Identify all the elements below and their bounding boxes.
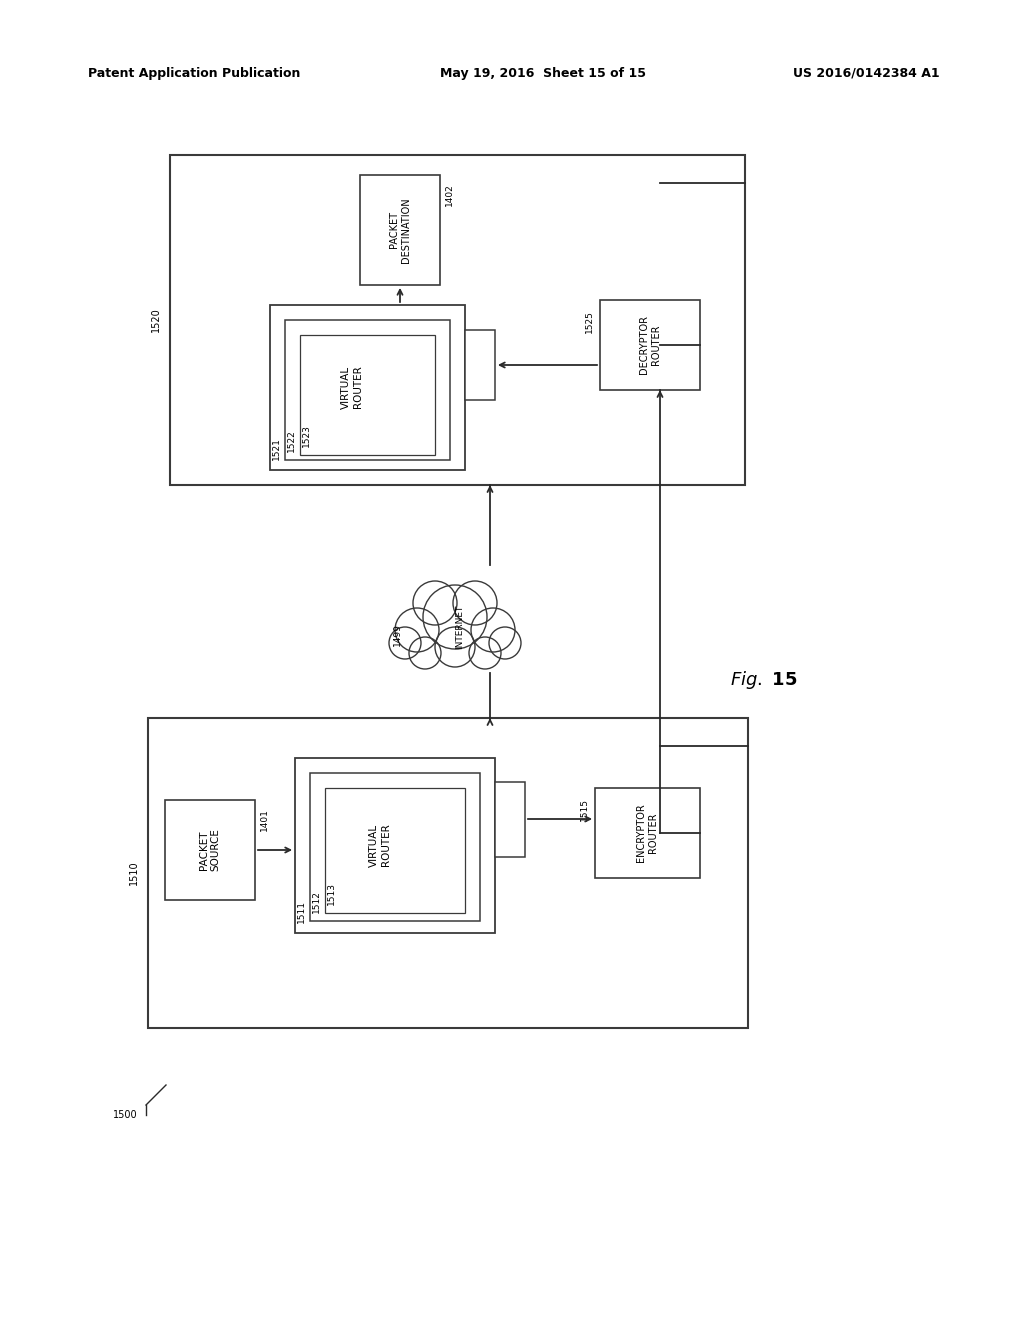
Circle shape <box>471 609 515 652</box>
Circle shape <box>469 638 501 669</box>
Text: 1515: 1515 <box>580 799 589 821</box>
Bar <box>465 330 495 400</box>
Circle shape <box>389 627 421 659</box>
Bar <box>600 300 700 389</box>
Text: $\it{Fig.}$ $\bf{15}$: $\it{Fig.}$ $\bf{15}$ <box>730 669 798 690</box>
Bar <box>270 305 465 470</box>
Circle shape <box>435 627 475 667</box>
Text: 1500: 1500 <box>113 1110 137 1119</box>
Text: 1401: 1401 <box>260 808 269 830</box>
Bar <box>285 319 450 459</box>
Text: May 19, 2016  Sheet 15 of 15: May 19, 2016 Sheet 15 of 15 <box>440 66 646 79</box>
Circle shape <box>453 581 497 624</box>
Text: VIRTUAL
ROUTER: VIRTUAL ROUTER <box>341 366 362 409</box>
Bar <box>165 800 255 900</box>
Text: 1402: 1402 <box>445 183 454 206</box>
Text: Patent Application Publication: Patent Application Publication <box>88 66 300 79</box>
Text: DECRYPTOR
ROUTER: DECRYPTOR ROUTER <box>639 315 660 375</box>
Text: US 2016/0142384 A1: US 2016/0142384 A1 <box>794 66 940 79</box>
Circle shape <box>489 627 521 659</box>
Text: PACKET
SOURCE: PACKET SOURCE <box>200 829 221 871</box>
Text: 1510: 1510 <box>129 861 139 886</box>
Text: 1512: 1512 <box>312 890 321 913</box>
Text: 1522: 1522 <box>287 429 296 451</box>
Text: 1520: 1520 <box>151 308 161 333</box>
Text: 1525: 1525 <box>585 310 594 333</box>
Text: PACKET
DESTINATION: PACKET DESTINATION <box>389 197 411 263</box>
Text: 1523: 1523 <box>302 424 311 447</box>
Bar <box>300 335 435 455</box>
Text: 1499: 1499 <box>393 623 402 647</box>
Bar <box>595 788 700 878</box>
Text: 1513: 1513 <box>327 882 336 906</box>
Text: INTERNET: INTERNET <box>456 605 465 649</box>
Bar <box>295 758 495 933</box>
Text: 1511: 1511 <box>297 900 306 923</box>
Circle shape <box>409 638 441 669</box>
Text: 1521: 1521 <box>272 437 281 459</box>
Circle shape <box>413 581 457 624</box>
Bar <box>170 154 745 484</box>
Bar <box>495 781 525 857</box>
Bar <box>148 718 748 1028</box>
Text: ENCRYPTOR
ROUTER: ENCRYPTOR ROUTER <box>636 804 657 862</box>
Bar <box>325 788 465 913</box>
Text: VIRTUAL
ROUTER: VIRTUAL ROUTER <box>370 824 391 866</box>
Bar <box>360 176 440 285</box>
Circle shape <box>423 585 487 649</box>
Circle shape <box>395 609 439 652</box>
Bar <box>310 774 480 921</box>
